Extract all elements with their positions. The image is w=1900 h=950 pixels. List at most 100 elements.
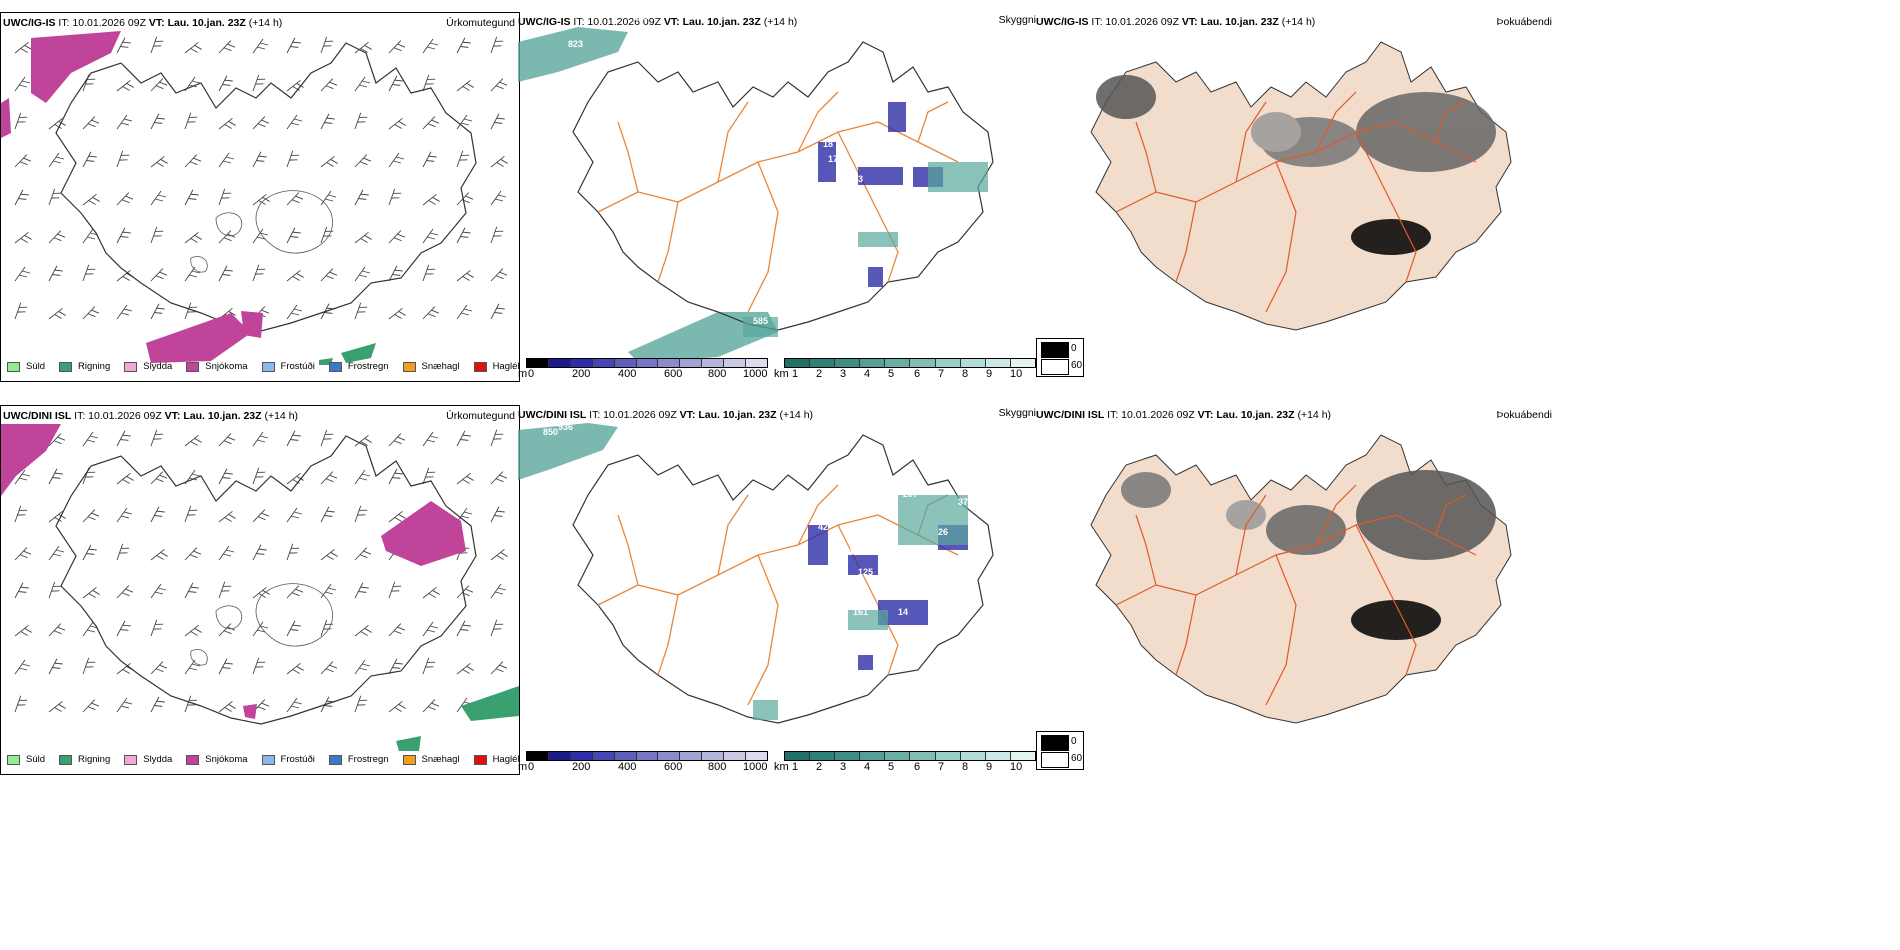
ceiling-value: 18 (823, 139, 833, 149)
wind-barb (320, 429, 334, 447)
wind-barb (14, 154, 32, 168)
tick: 8 (962, 761, 969, 773)
vis-area (628, 312, 778, 362)
snow-area (381, 501, 466, 566)
snow-area (1, 98, 11, 138)
ceiling-value: 125 (858, 567, 873, 577)
visibility-unit: km (774, 761, 789, 773)
wind-barb (150, 583, 167, 599)
valid-time: VT: Lau. 10.jan. 23Z (164, 410, 262, 422)
legend-item: Haglél (473, 361, 520, 372)
wind-barb (286, 37, 301, 54)
wind-barb (422, 467, 436, 485)
precip-type-title: Úrkomutegund (446, 17, 515, 29)
wind-barb (184, 302, 198, 320)
wind-barb (320, 583, 337, 599)
tick: 7 (938, 761, 945, 773)
wind-barb (14, 231, 32, 244)
model-name: UWC/IG-IS (3, 17, 56, 29)
wind-barb (388, 468, 403, 485)
legend-swatch (402, 361, 416, 372)
wind-barb (14, 582, 29, 599)
tick: 7 (938, 368, 945, 380)
issue-time: IT: 10.01.2026 09Z (58, 17, 146, 29)
precip-type-title: Úrkomutegund (446, 410, 515, 422)
wind-barb (184, 154, 202, 168)
legend-swatch (186, 754, 200, 765)
wind-barb (48, 117, 66, 130)
wind-barb (388, 152, 405, 168)
wind-barb (456, 79, 474, 92)
wind-barb (218, 581, 232, 599)
tick: 1 (792, 368, 799, 380)
colorbar-segment (570, 752, 593, 760)
colorbar-segment (885, 359, 911, 367)
valid-time: VT: Lau. 10.jan. 23Z (679, 409, 777, 421)
issue-time: IT: 10.01.2026 09Z (589, 409, 677, 421)
wind-barb (422, 38, 439, 54)
tick: 9 (986, 368, 993, 380)
wind-barb (490, 429, 504, 447)
wind-barb (150, 506, 165, 523)
wind-barb (286, 697, 303, 713)
wind-barb (218, 623, 236, 637)
panel-title: UWC/DINI ISL IT: 10.01.2026 09Z VT: Lau.… (3, 410, 298, 422)
wind-barb (82, 228, 99, 244)
fog-panel-row2: UWC/DINI ISL IT: 10.01.2026 09Z VT: Lau.… (1036, 405, 1556, 773)
wind-barb (354, 112, 368, 130)
wind-barb (218, 700, 236, 713)
model-name: UWC/DINI ISL (518, 409, 587, 421)
cloudbase-colorbar (526, 751, 768, 761)
wind-barb (354, 547, 372, 561)
wind-barb (388, 117, 406, 130)
colorbar-segment (592, 752, 615, 760)
wind-barb (82, 699, 100, 713)
wind-barb (82, 151, 97, 168)
wind-barb (354, 41, 372, 54)
tick: 0 (528, 761, 535, 773)
wind-barb (490, 190, 507, 206)
tick: 5 (888, 368, 895, 380)
wind-barb (14, 112, 28, 130)
visibility-colorbar (784, 751, 1036, 761)
colorbar-segment (724, 752, 747, 760)
snow-area (146, 313, 251, 363)
precip-map (1, 424, 519, 751)
wind-barb (456, 620, 471, 637)
legend-label: Súld (26, 754, 46, 765)
visibility-colorbar (784, 358, 1036, 368)
tick: 200 (572, 368, 591, 380)
legend-item: Rigning (59, 361, 110, 372)
colorbar-segment (614, 752, 637, 760)
wind-barb (490, 471, 508, 485)
wind-barb (286, 662, 304, 675)
wind-barb (490, 155, 508, 168)
tick: 2 (816, 761, 823, 773)
wind-barb (14, 547, 32, 561)
wind-barb (252, 74, 266, 92)
colorbar-segment (548, 359, 571, 367)
ceiling-value: 76 (918, 592, 928, 602)
colorbar-segment (785, 752, 811, 760)
fog-patches (1121, 470, 1496, 640)
vis-patches (743, 162, 988, 337)
fog-panel-row1: UWC/IG-IS IT: 10.01.2026 09Z VT: Lau. 10… (1036, 12, 1556, 380)
wind-barb (14, 659, 31, 675)
fog-legend-label: 0 (1071, 736, 1077, 747)
wind-barb (252, 116, 270, 130)
wind-barb (218, 265, 233, 282)
tick: 800 (708, 761, 727, 773)
colorbar-segment (702, 359, 725, 367)
lead-time: (+14 h) (779, 409, 814, 421)
tick: 600 (664, 761, 683, 773)
tick: 600 (664, 368, 683, 380)
wind-barb (82, 657, 96, 675)
wind-barb (14, 469, 31, 485)
wind-barb (48, 265, 63, 282)
model-name: UWC/DINI ISL (1036, 409, 1105, 421)
precip-panel-row2: UWC/DINI ISL IT: 10.01.2026 09Z VT: Lau.… (0, 405, 520, 775)
wind-barb (320, 78, 338, 92)
cloudbase-unit: m (518, 761, 528, 773)
wind-barb (14, 266, 31, 282)
wind-barb (422, 306, 440, 320)
